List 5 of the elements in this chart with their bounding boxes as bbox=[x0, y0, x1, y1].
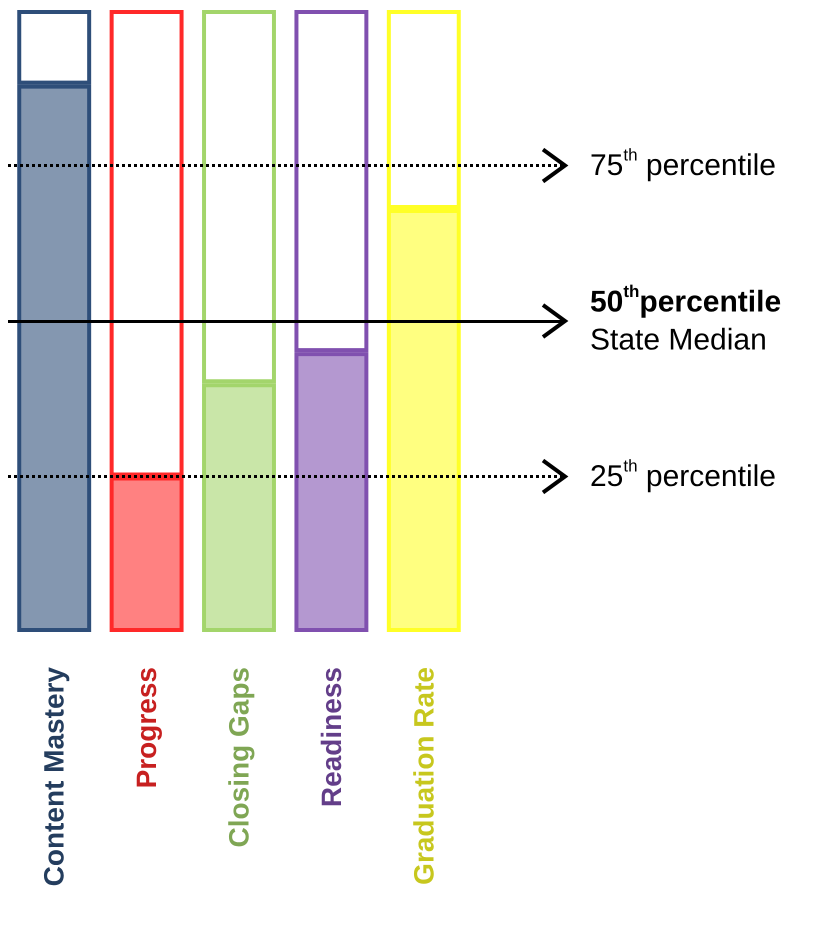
x-tick-label: Graduation Rate bbox=[408, 667, 440, 885]
x-tick-label: Readiness bbox=[316, 667, 347, 808]
x-tick-label: Progress bbox=[131, 667, 162, 788]
x-tick-label: Content Mastery bbox=[38, 666, 70, 886]
x-tick-label: Closing Gaps bbox=[224, 667, 254, 848]
